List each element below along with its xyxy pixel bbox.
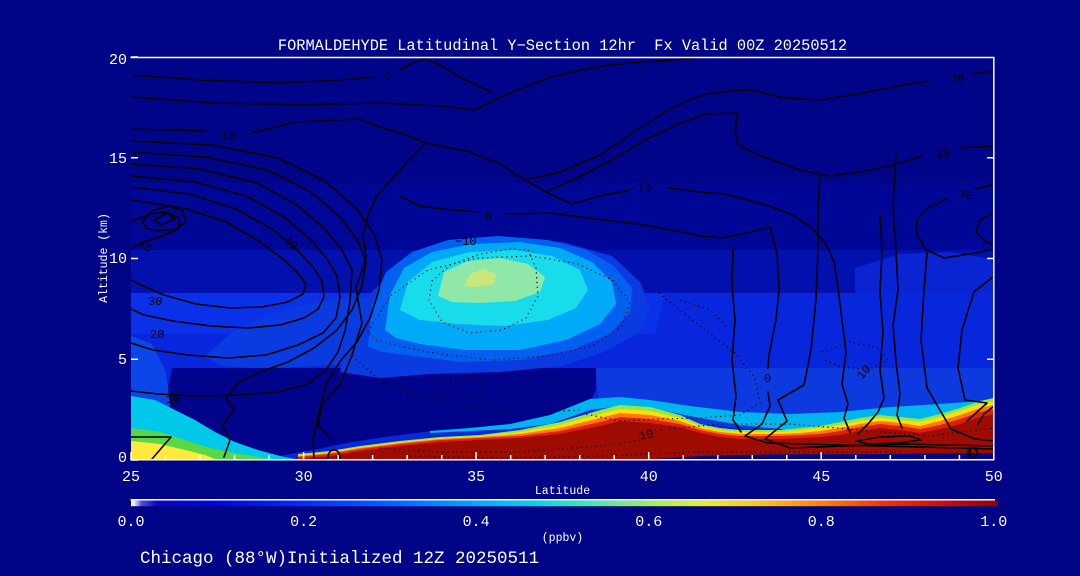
svg-text:40: 40: [640, 469, 658, 486]
svg-text:−10: −10: [455, 235, 477, 249]
svg-text:30: 30: [957, 187, 974, 203]
svg-text:30: 30: [295, 469, 313, 486]
svg-text:0: 0: [384, 70, 391, 84]
svg-text:Latitude: Latitude: [535, 485, 590, 498]
svg-text:10: 10: [109, 251, 127, 268]
svg-text:FORMALDEHYDE Latitudinal Y−Sec: FORMALDEHYDE Latitudinal Y−Section 12hr …: [278, 37, 847, 55]
svg-text:20: 20: [109, 52, 127, 69]
svg-text:30: 30: [148, 295, 162, 309]
svg-text:45: 45: [812, 469, 830, 486]
svg-text:40: 40: [135, 236, 155, 256]
svg-text:0: 0: [966, 449, 972, 460]
svg-text:15: 15: [109, 151, 127, 168]
svg-text:20: 20: [936, 147, 950, 161]
svg-text:0: 0: [485, 210, 492, 224]
svg-text:10: 10: [637, 182, 651, 196]
svg-text:50: 50: [985, 469, 1003, 486]
svg-text:0.2: 0.2: [290, 514, 317, 531]
svg-text:0.4: 0.4: [463, 514, 490, 531]
svg-text:5: 5: [118, 352, 127, 369]
svg-text:10: 10: [638, 427, 655, 444]
svg-text:0.6: 0.6: [635, 514, 662, 531]
svg-text:(ppbv): (ppbv): [542, 532, 583, 545]
svg-text:10: 10: [950, 72, 964, 86]
svg-text:1.0: 1.0: [980, 514, 1007, 531]
svg-text:25: 25: [122, 469, 140, 486]
svg-text:35: 35: [467, 469, 485, 486]
svg-text:20: 20: [150, 328, 164, 342]
svg-text:0: 0: [118, 450, 127, 467]
svg-text:Altitude (km): Altitude (km): [98, 213, 111, 303]
svg-text:0: 0: [764, 372, 771, 386]
svg-text:0.8: 0.8: [808, 514, 835, 531]
svg-text:0.0: 0.0: [117, 514, 144, 531]
svg-text:10: 10: [166, 393, 180, 407]
svg-text:10: 10: [221, 129, 235, 143]
svg-text:Chicago (88°W)Initialized 12Z: Chicago (88°W)Initialized 12Z 20250511: [140, 549, 539, 569]
